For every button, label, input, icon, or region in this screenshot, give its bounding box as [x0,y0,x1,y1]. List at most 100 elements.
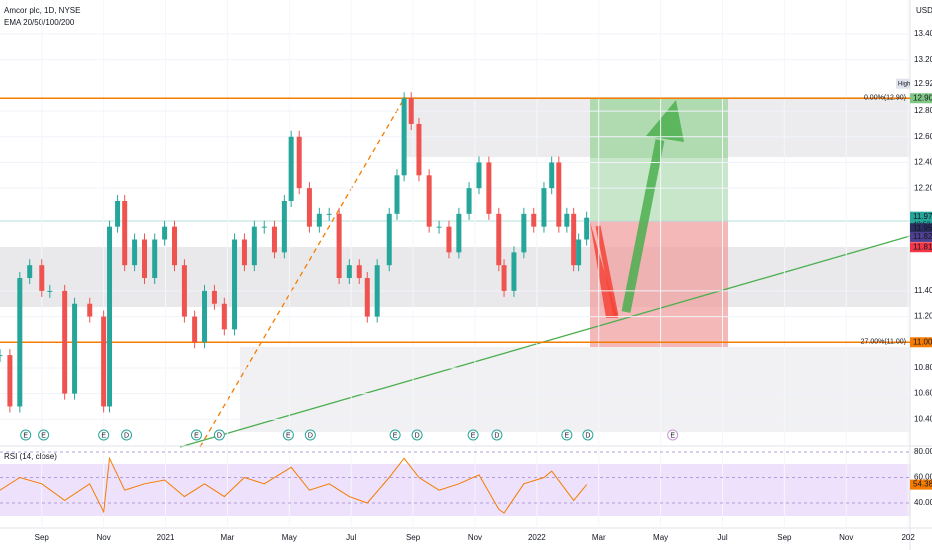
candle [364,278,370,317]
candle [221,303,227,330]
candle [39,265,45,291]
candle [296,136,302,189]
event-label: E [471,432,476,439]
candle [394,175,400,214]
tag-bg [910,231,932,242]
candle [162,226,168,240]
candle [501,265,507,291]
candle [152,239,158,279]
event-label: E [670,432,675,439]
event-label: D [494,432,499,439]
x-tick-label: Nov [839,533,853,542]
level-label: 0.00%(12.90) [864,95,906,102]
candle [456,213,462,253]
event-label: E [194,432,199,439]
candle [115,200,121,227]
x-tick-label: 2022 [528,533,546,542]
candle [584,217,590,240]
x-tick-label: Jul [346,533,356,542]
event-label: D [124,432,129,439]
event-marker [304,429,316,441]
tag-label: 12.90 [913,93,932,102]
trend-line [199,96,406,448]
candle [346,265,352,279]
candle [241,239,247,266]
candle [571,213,577,266]
x-tick-label: Sep [35,533,50,542]
candle [47,290,53,292]
candle [27,265,33,279]
candle [232,239,238,330]
y-tick-label: 11.20 [914,312,932,321]
candle [132,239,138,266]
candle [271,226,277,253]
event-marker [667,429,679,441]
arrow [595,225,619,317]
high-value: 12.92 [914,79,932,88]
y-tick-label: 12.80 [914,106,932,115]
candle [416,123,422,176]
x-tick-label: 2021 [157,533,175,542]
event-marker [20,429,32,441]
candle [17,278,23,407]
tag-bg [910,337,932,348]
x-tick-label: Mar [221,533,235,542]
candle [486,162,492,214]
y-tick-label: 13.20 [914,55,932,64]
candle [541,188,547,227]
x-tick-label: Sep [777,533,792,542]
zone [0,247,910,307]
candle [466,188,472,214]
candle [122,200,128,266]
event-marker [213,429,225,441]
event-marker [561,429,573,441]
y-tick-label: 80.00 [914,447,932,456]
y-tick-label: 12.40 [914,158,932,167]
candle [0,355,3,357]
candle [172,226,178,266]
x-tick-label: Jul [717,533,727,542]
y-tick-label: 12.20 [914,183,932,192]
x-tick-label: Sep [406,533,421,542]
y-tick-label: 11.40 [914,286,932,295]
event-marker [190,429,202,441]
level-label: 27.00%(11.00) [861,339,906,346]
candle [141,239,147,279]
candle [107,226,113,407]
x-tick-label: 202 [901,533,915,542]
candle [316,213,322,227]
x-tick-label: Mar [592,533,606,542]
candle [446,226,452,253]
event-marker [38,429,50,441]
event-marker [582,429,594,441]
event-label: D [415,432,420,439]
event-label: D [585,432,590,439]
candle [87,303,93,317]
candle [374,265,380,317]
candle [288,136,294,201]
y-tick-label: 13.40 [914,29,932,38]
event-label: E [286,432,291,439]
rsi-title: RSI (14, close) [4,452,57,461]
y-tick-label: 10.60 [914,389,932,398]
event-label: E [23,432,28,439]
tag-bg [910,93,932,104]
candle [436,226,442,228]
candle [251,226,257,266]
x-tick-label: May [653,533,668,542]
candle [281,200,287,253]
candle [202,290,208,343]
x-tick-label: Nov [97,533,111,542]
event-marker [467,429,479,441]
candle [556,162,562,227]
candle [549,162,555,189]
tag-label: 54.38 [913,480,932,489]
candle [521,213,527,253]
candle [408,98,414,124]
candle [192,316,198,343]
event-label: E [393,432,398,439]
event-marker [411,429,423,441]
tag-label: 11.97 [913,212,932,221]
high-label: High [898,81,910,87]
